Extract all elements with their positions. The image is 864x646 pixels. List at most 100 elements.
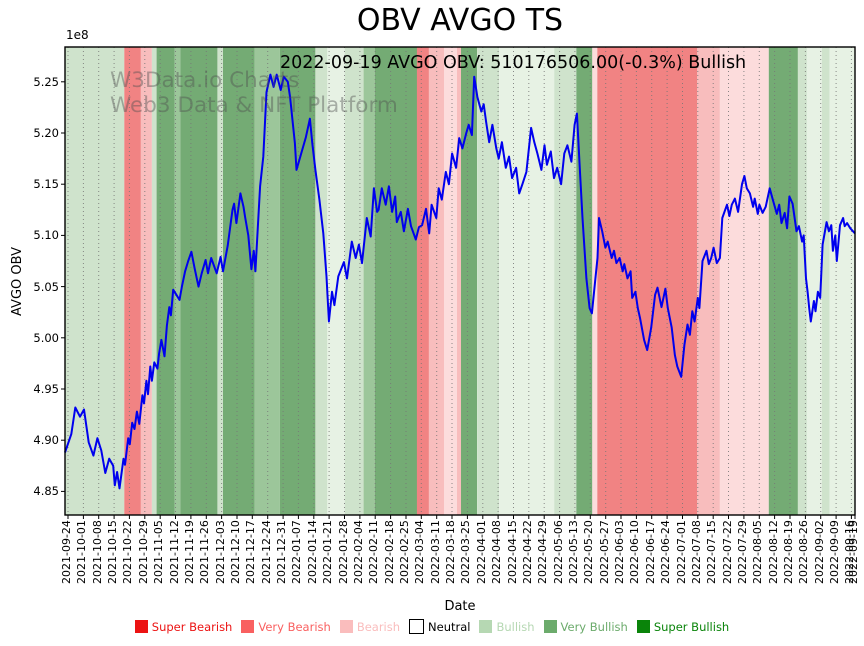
sentiment-band-palePink (444, 47, 457, 515)
legend-item-bearish: Bearish (339, 619, 401, 634)
x-tick-label: 2022-05-06 (551, 520, 565, 584)
sentiment-band-green (156, 47, 175, 515)
legend-swatch-icon (241, 620, 255, 633)
x-tick-label: 2021-11-05 (152, 520, 166, 584)
sentiment-band-lightGreen (477, 47, 500, 515)
sentiment-band-pink (429, 47, 444, 515)
x-tick-label: 2021-10-01 (75, 520, 89, 584)
x-tick-label: 2022-07-08 (689, 520, 703, 584)
legend-item-super-bearish: Super Bearish (134, 620, 232, 634)
x-tick-label: 2022-04-29 (536, 520, 550, 584)
x-tick-label: 2022-04-01 (474, 520, 488, 584)
x-tick-label: 2022-06-17 (643, 520, 657, 584)
sentiment-band-lightGreen (65, 47, 125, 515)
x-tick-label: 2021-10-29 (136, 520, 150, 584)
legend-item-bullish: Bullish (479, 619, 535, 634)
legend-swatch-icon (479, 620, 493, 633)
x-tick-label: 2022-02-18 (382, 520, 396, 584)
x-tick-label: 2022-07-15 (705, 520, 719, 584)
x-axis-label: Date (444, 599, 476, 614)
y-tick-label: 4.95 (33, 382, 59, 396)
x-tick-label: 2022-04-22 (520, 520, 534, 584)
sentiment-band-midGreen (254, 47, 280, 515)
x-tick-label: 2022-08-26 (797, 520, 811, 584)
x-tick-label: 2021-11-12 (167, 520, 181, 584)
legend-label: Very Bearish (258, 619, 331, 634)
x-tick-label: 2022-03-18 (444, 520, 457, 584)
x-tick-label: 2021-10-22 (121, 520, 135, 584)
sentiment-band-pink (140, 47, 152, 515)
y-tick-label: 5.15 (33, 177, 59, 192)
x-tick-label: 2022-05-13 (566, 520, 580, 584)
x-tick-label: 2022-03-11 (428, 520, 442, 584)
sentiment-band-paleGreen (829, 47, 855, 515)
legend-label: Bearish (356, 619, 401, 634)
obv-series-line (64, 73, 856, 490)
sentiment-band-palePink (719, 47, 769, 515)
legend-item-very-bullish: Very Bullish (543, 619, 628, 634)
legend-swatch-icon (134, 620, 148, 633)
sentiment-band-paleGreen (499, 47, 555, 515)
x-tick-label: 2021-09-24 (60, 520, 73, 584)
sentiment-band-lightGreen (217, 47, 223, 515)
legend-label: Super Bullish (653, 619, 730, 634)
x-tick-label: 2022-07-01 (674, 520, 688, 584)
x-tick-label: 2022-01-21 (321, 520, 335, 584)
x-tick-label: 2022-06-10 (628, 520, 642, 584)
legend-label: Bullish (496, 619, 535, 634)
x-tick-label: 2022-06-24 (659, 520, 673, 584)
x-tick-label: 2022-03-04 (413, 520, 427, 584)
x-tick-label: 2022-06-03 (613, 520, 626, 584)
sentiment-band-pink (457, 47, 461, 515)
x-tick-label: 2022-07-22 (720, 520, 734, 584)
x-tick-label: 2022-09-02 (812, 520, 826, 584)
sentiment-band-green (576, 47, 593, 515)
legend-swatch-icon (636, 620, 650, 633)
legend-label: Very Bullish (560, 619, 628, 634)
sentiment-band-lightGreen (554, 47, 577, 515)
x-tick-label: 2022-02-04 (351, 520, 365, 584)
x-tick-label: 2022-01-07 (290, 520, 304, 584)
legend-swatch-icon (543, 620, 557, 633)
x-tick-label: 2022-03-25 (459, 520, 473, 584)
sentiment-band-midGreen (363, 47, 375, 515)
legend-swatch-icon (339, 620, 353, 633)
sentiment-band-red (124, 47, 141, 515)
y-tick-label: 4.85 (33, 484, 59, 499)
sentiment-band-midGreen (174, 47, 181, 515)
x-tick-label: 2022-01-14 (305, 520, 319, 584)
axes-spines (64, 46, 856, 516)
x-tick-label: 2022-08-19 (782, 520, 795, 584)
x-tick-label: 2022-04-08 (490, 520, 504, 584)
x-tick-label: 2022-02-25 (398, 520, 411, 584)
sentiment-band-lightGreen (344, 47, 364, 515)
sentiment-band-green (461, 47, 477, 515)
legend-item-super-bullish: Super Bullish (636, 619, 730, 634)
x-tick-label: 2021-12-17 (244, 520, 258, 584)
sentiment-band-green (279, 47, 316, 515)
legend-item-very-bearish: Very Bearish (241, 619, 331, 634)
sentiment-band-lightGreen (151, 47, 157, 515)
y-tick-label: 5.00 (33, 330, 59, 345)
chart-title: OBV AVGO TS (356, 3, 564, 38)
x-tick-label: 2022-09-09 (828, 520, 842, 584)
sentiment-band-lightGreen (315, 47, 328, 515)
sentiment-band-red (597, 47, 697, 515)
sentiment-band-paleGreen (806, 47, 822, 515)
y-tick-label: 5.20 (33, 126, 59, 140)
legend-swatch-icon (409, 619, 425, 634)
x-tick-label: 2021-12-24 (259, 520, 273, 584)
plot-area (61, 46, 856, 519)
x-tick-label: 2021-12-10 (229, 520, 242, 584)
sentiment-legend: Super Bearish Very Bearish Bearish Neutral B… (0, 619, 864, 634)
x-tick-label: 2021-12-03 (213, 520, 227, 584)
obv-line-chart (61, 46, 856, 519)
x-tick-label: 2022-09-19 (847, 520, 860, 584)
y-tick-label: 5.25 (33, 74, 59, 89)
x-tick-label: 2022-08-05 (751, 520, 765, 584)
latest-value-annotation: 2022-09-19 AVGO OBV: 510176506.00(-0.3%)… (280, 53, 747, 73)
y-tick-label: 5.05 (33, 279, 59, 294)
x-tick-label: 2022-04-15 (505, 520, 519, 584)
sentiment-band-green (374, 47, 417, 515)
